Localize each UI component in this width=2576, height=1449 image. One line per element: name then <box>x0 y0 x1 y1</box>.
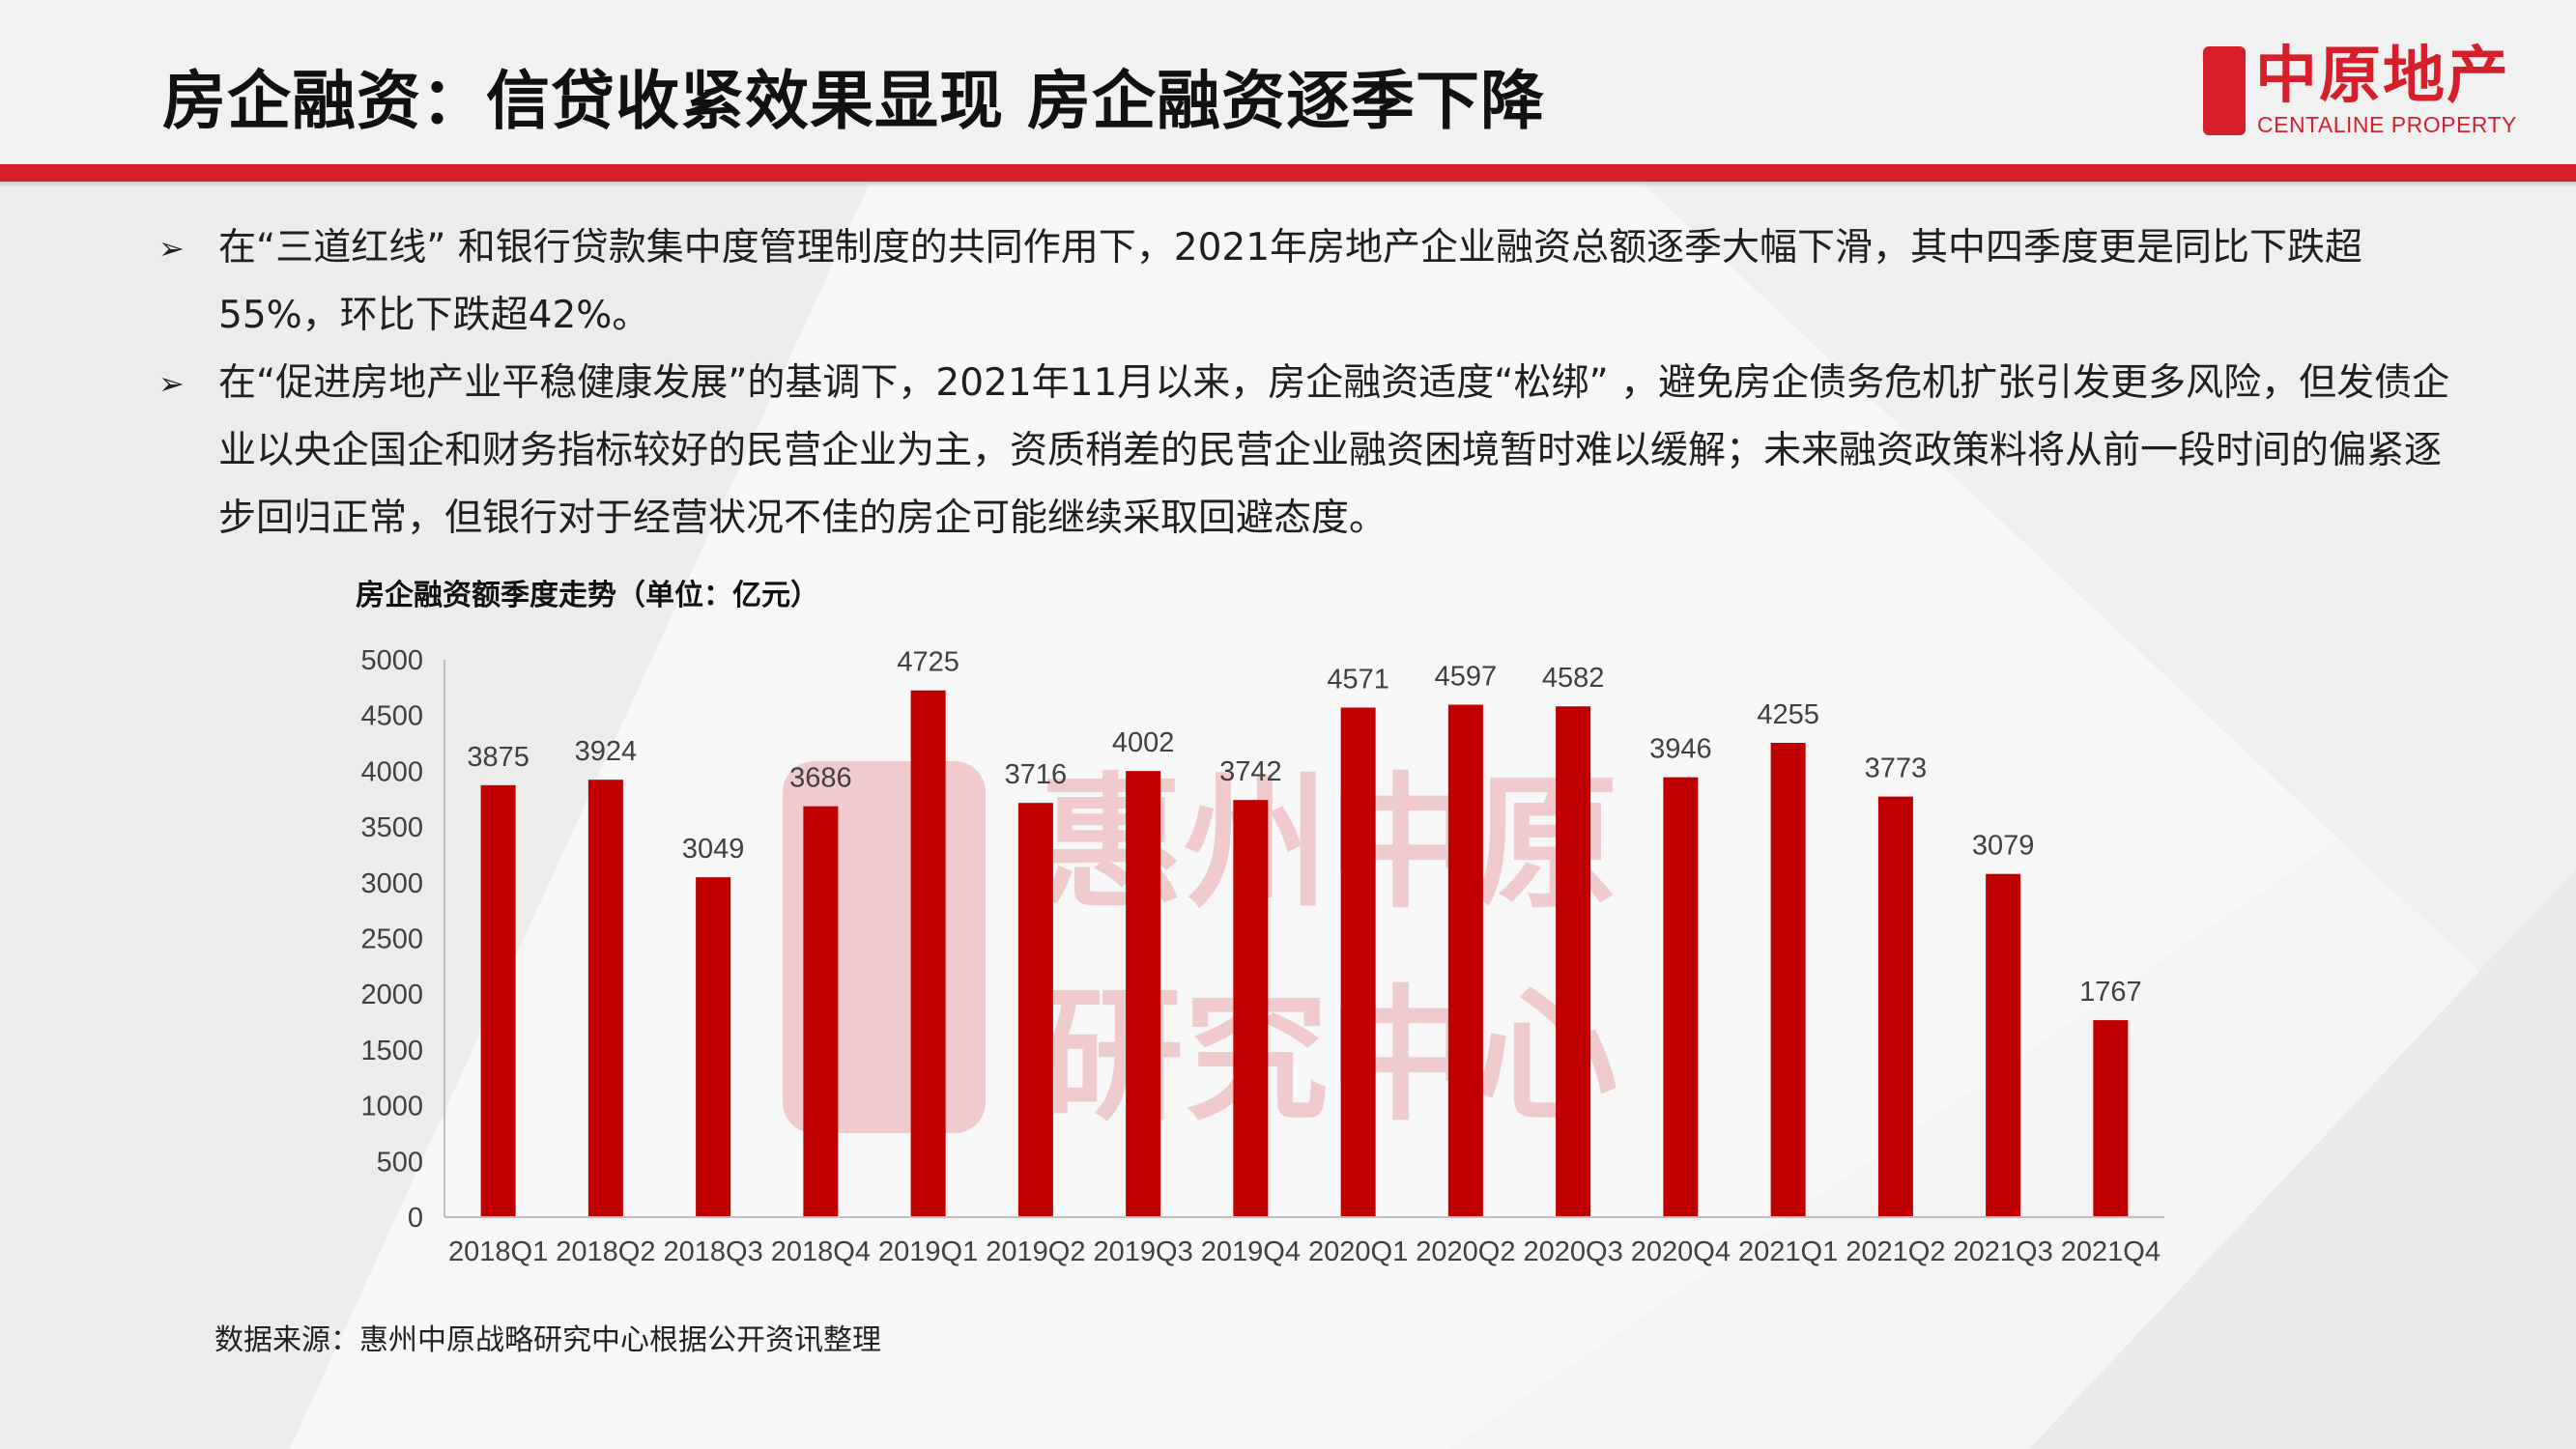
page-title: 房企融资：信贷收紧效果显现 房企融资逐季下降 <box>162 64 1545 138</box>
bar-2021Q2 <box>1877 796 1913 1217</box>
data-label-2021Q4: 1767 <box>2079 977 2142 1008</box>
x-tick-label-2018Q2: 2018Q2 <box>556 1236 655 1267</box>
x-tick-label-2018Q1: 2018Q1 <box>448 1236 548 1267</box>
x-tick-label-2019Q1: 2019Q1 <box>878 1236 978 1267</box>
bar-2019Q2 <box>1017 803 1053 1217</box>
logo-chinese-name: 中原地产 <box>2255 41 2510 112</box>
bullet-text: 在“促进房地产业平稳健康发展”的基调下，2021年11月以来，房企融资适度“松绑… <box>218 361 2450 540</box>
y-axis: 0 500 1000 1500 2000 2500 3000 3500 4000 4500 5000 <box>360 645 445 1234</box>
x-tick-label-2020Q3: 2020Q3 <box>1524 1236 1623 1267</box>
bar-series <box>480 690 2129 1217</box>
logo-english-name: CENTALINE PROPERTY <box>2257 112 2517 137</box>
x-tick-label-2021Q4: 2021Q4 <box>2061 1236 2161 1267</box>
x-tick-label-2019Q3: 2019Q3 <box>1094 1236 1193 1267</box>
data-label-2019Q1: 4725 <box>897 647 959 678</box>
chart-title: 房企融资额季度走势（单位：亿元） <box>356 579 819 612</box>
watermark-line-1: 惠州中原 <box>1039 760 1618 928</box>
bullet-arrow-icon: ➢ <box>158 365 185 402</box>
bullet-text: 在“三道红线” 和银行贷款集中度管理制度的共同作用下，2021年房地产企业融资总… <box>218 226 2363 337</box>
watermark: 惠州中原 研究中心 <box>783 760 1618 1141</box>
y-tick-label: 3500 <box>360 812 423 843</box>
data-label-2020Q2: 4597 <box>1435 662 1498 693</box>
slide-header: 房企融资：信贷收紧效果显现 房企融资逐季下降 中原地产 CENTALINE PR… <box>0 0 2576 187</box>
data-label-2018Q2: 3924 <box>575 736 638 767</box>
x-tick-label-2019Q4: 2019Q4 <box>1201 1236 1301 1267</box>
y-tick-label: 0 <box>408 1203 423 1234</box>
company-logo: 中原地产 CENTALINE PROPERTY <box>2203 43 2522 139</box>
x-tick-label-2021Q2: 2021Q2 <box>1846 1236 1945 1267</box>
y-tick-label: 2500 <box>360 924 423 955</box>
x-tick-label-2020Q1: 2020Q1 <box>1308 1236 1408 1267</box>
header-accent-bar <box>0 164 2576 182</box>
data-label-2018Q1: 3875 <box>467 742 530 773</box>
bullet-item: ➢ 在“三道红线” 和银行贷款集中度管理制度的共同作用下，2021年房地产企业融… <box>155 214 2454 350</box>
data-label-2020Q1: 4571 <box>1327 665 1389 696</box>
bar-2018Q1 <box>480 784 516 1217</box>
x-tick-label-2020Q2: 2020Q2 <box>1416 1236 1515 1267</box>
data-label-2020Q4: 3946 <box>1649 734 1712 765</box>
watermark-line-2: 研究中心 <box>1039 973 1618 1141</box>
x-tick-label-2018Q3: 2018Q3 <box>664 1236 763 1267</box>
bar-2018Q2 <box>587 780 623 1217</box>
y-tick-label: 3000 <box>360 868 423 899</box>
data-labels: 3875 3924 3049 3686 4725 3716 4002 3742 4571 4597… <box>467 647 2141 1008</box>
x-tick-label-2020Q4: 2020Q4 <box>1631 1236 1731 1267</box>
y-tick-label: 4000 <box>360 756 423 787</box>
y-tick-label: 5000 <box>360 645 423 676</box>
x-axis: 2018Q1 2018Q2 2018Q3 2018Q4 2019Q1 2019Q2 2019… <box>444 1216 2164 1267</box>
bar-2020Q3 <box>1556 706 1591 1217</box>
x-tick-label-2018Q4: 2018Q4 <box>771 1236 871 1267</box>
y-tick-label: 1000 <box>360 1092 423 1122</box>
data-label-2021Q3: 3079 <box>1972 831 2035 862</box>
data-label-2021Q2: 3773 <box>1865 753 1928 784</box>
logo-seal-icon <box>2203 46 2246 135</box>
bar-2018Q3 <box>696 877 731 1217</box>
bullet-list: ➢ 在“三道红线” 和银行贷款集中度管理制度的共同作用下，2021年房地产企业融… <box>155 214 2454 553</box>
bar-2020Q2 <box>1447 704 1483 1217</box>
x-tick-label-2021Q3: 2021Q3 <box>1954 1236 2053 1267</box>
bar-2020Q1 <box>1340 707 1376 1217</box>
bar-2018Q4 <box>803 806 839 1217</box>
header-bar-shadow <box>0 182 2576 187</box>
data-label-2019Q2: 3716 <box>1005 759 1068 790</box>
data-label-2018Q4: 3686 <box>789 763 852 794</box>
data-label-2019Q4: 3742 <box>1219 756 1282 787</box>
bar-2019Q3 <box>1126 771 1161 1217</box>
data-label-2018Q3: 3049 <box>682 834 745 865</box>
bar-2021Q1 <box>1770 742 1806 1217</box>
y-tick-label: 4500 <box>360 701 423 732</box>
bar-2019Q4 <box>1233 800 1269 1217</box>
bar-2020Q4 <box>1663 777 1699 1217</box>
bar-2021Q3 <box>1986 873 2021 1217</box>
bullet-arrow-icon: ➢ <box>158 230 185 267</box>
data-label-2020Q3: 4582 <box>1542 663 1605 694</box>
y-tick-label: 500 <box>377 1147 423 1178</box>
y-tick-label: 2000 <box>360 980 423 1010</box>
bar-2019Q1 <box>910 690 946 1217</box>
source-note: 数据来源：惠州中原战略研究中心根据公开资讯整理 <box>215 1323 881 1357</box>
y-tick-label: 1500 <box>360 1036 423 1066</box>
bar-2021Q4 <box>2093 1020 2129 1217</box>
bullet-item: ➢ 在“促进房地产业平稳健康发展”的基调下，2021年11月以来，房企融资适度“… <box>155 350 2454 553</box>
x-tick-label-2021Q1: 2021Q1 <box>1738 1236 1838 1267</box>
data-label-2021Q1: 4255 <box>1757 699 1819 730</box>
data-label-2019Q3: 4002 <box>1112 727 1175 758</box>
x-tick-label-2019Q2: 2019Q2 <box>986 1236 1085 1267</box>
